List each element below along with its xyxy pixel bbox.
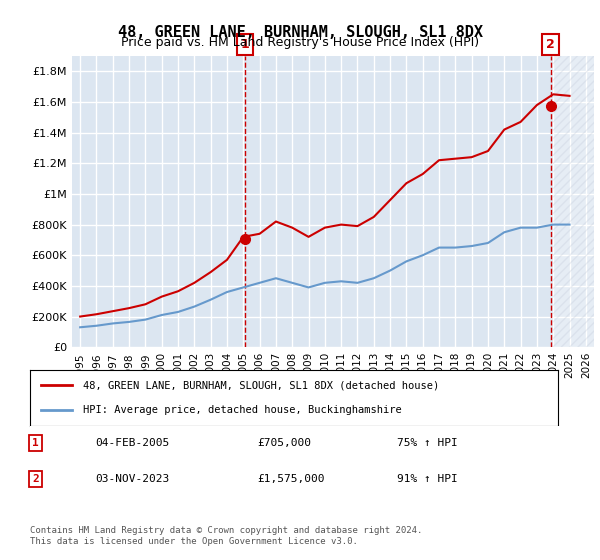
Text: Contains HM Land Registry data © Crown copyright and database right 2024.
This d: Contains HM Land Registry data © Crown c… xyxy=(30,526,422,546)
Text: £705,000: £705,000 xyxy=(257,438,311,448)
Text: HPI: Average price, detached house, Buckinghamshire: HPI: Average price, detached house, Buck… xyxy=(83,405,401,415)
Text: 1: 1 xyxy=(32,438,39,448)
Text: 2: 2 xyxy=(32,474,39,484)
Text: 04-FEB-2005: 04-FEB-2005 xyxy=(95,438,169,448)
Text: 91% ↑ HPI: 91% ↑ HPI xyxy=(397,474,458,484)
Text: Price paid vs. HM Land Registry's House Price Index (HPI): Price paid vs. HM Land Registry's House … xyxy=(121,36,479,49)
Bar xyxy=(553,56,594,347)
Text: 1: 1 xyxy=(241,38,249,51)
Text: 03-NOV-2023: 03-NOV-2023 xyxy=(95,474,169,484)
Text: £1,575,000: £1,575,000 xyxy=(257,474,324,484)
Text: 48, GREEN LANE, BURNHAM, SLOUGH, SL1 8DX: 48, GREEN LANE, BURNHAM, SLOUGH, SL1 8DX xyxy=(118,25,482,40)
Text: 2: 2 xyxy=(546,38,555,51)
Text: 75% ↑ HPI: 75% ↑ HPI xyxy=(397,438,458,448)
Text: 48, GREEN LANE, BURNHAM, SLOUGH, SL1 8DX (detached house): 48, GREEN LANE, BURNHAM, SLOUGH, SL1 8DX… xyxy=(83,380,439,390)
